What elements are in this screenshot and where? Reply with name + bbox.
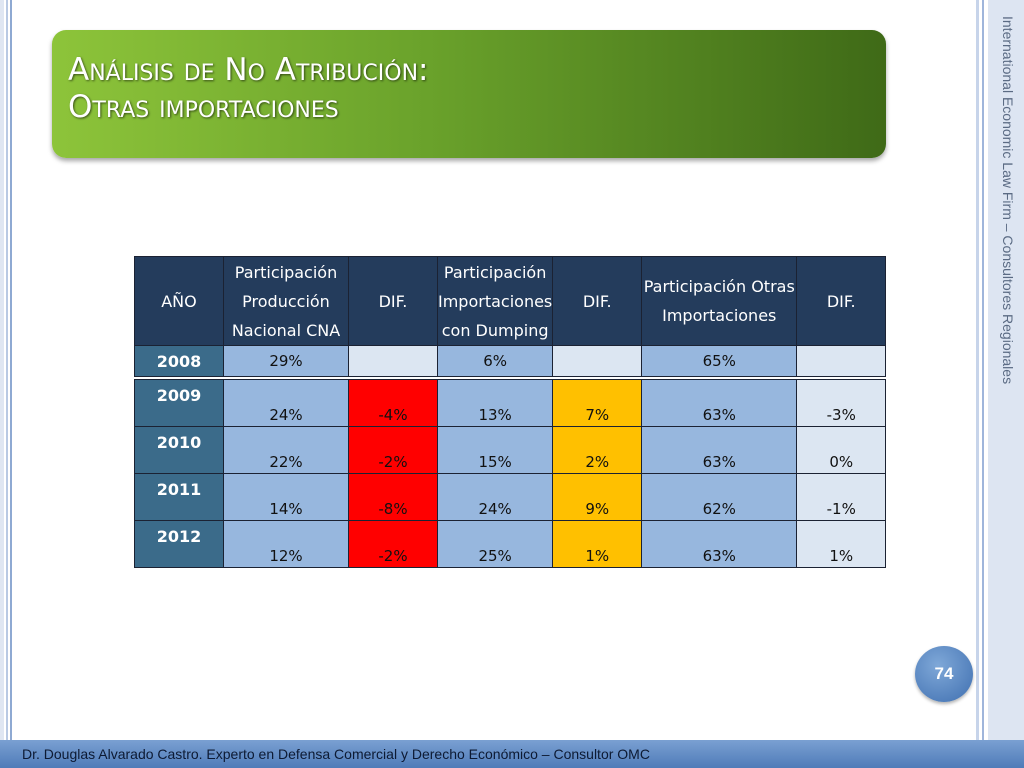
slide-title-line2: Otras importaciones — [68, 89, 339, 125]
otras-cell: 62% — [641, 473, 798, 521]
dumping-cell: 24% — [436, 473, 554, 521]
dumping-cell: 25% — [436, 520, 554, 568]
dif1-cell: -2% — [348, 520, 438, 568]
side-firm-name: International Economic Law Firm – Consul… — [1000, 16, 1016, 385]
header-otras: Participación Otras Importaciones — [641, 256, 798, 346]
otras-cell: 63% — [641, 426, 798, 474]
dif3-cell: -3% — [796, 379, 887, 427]
header-cna: Participación Producción Nacional CNA — [223, 256, 349, 346]
year-cell: 2010 — [134, 426, 224, 474]
table-row: 2010 22% -2% 15% 2% 63% 0% — [134, 426, 887, 474]
dif1-cell: -4% — [348, 379, 438, 427]
dumping-cell: 13% — [436, 379, 554, 427]
table-row: 2009 24% -4% 13% 7% 63% -3% — [134, 379, 887, 427]
footer-text: Dr. Douglas Alvarado Castro. Experto en … — [22, 746, 650, 762]
dif1-cell: -8% — [348, 473, 438, 521]
year-cell: 2008 — [134, 345, 224, 377]
title-banner — [52, 30, 886, 158]
dif3-cell — [796, 345, 887, 377]
dif2-cell: 9% — [552, 473, 643, 521]
cna-cell: 22% — [223, 426, 349, 474]
header-dif3: DIF. — [796, 256, 887, 346]
header-dif2: DIF. — [552, 256, 643, 346]
dif1-cell — [348, 345, 438, 377]
right-decorative-border — [976, 0, 1024, 740]
cna-cell: 14% — [223, 473, 349, 521]
participation-table: AÑO Participación Producción Nacional CN… — [134, 256, 887, 568]
table-row: 2011 14% -8% 24% 9% 62% -1% — [134, 473, 887, 521]
dif3-cell: 1% — [796, 520, 887, 568]
dif3-cell: 0% — [796, 426, 887, 474]
dif2-cell — [552, 345, 643, 377]
table-header-row: AÑO Participación Producción Nacional CN… — [134, 256, 887, 346]
dumping-cell: 15% — [436, 426, 554, 474]
otras-cell: 65% — [641, 345, 798, 377]
table-row: 2008 29% 6% 65% — [134, 345, 887, 377]
footer-bar: Dr. Douglas Alvarado Castro. Experto en … — [0, 740, 1024, 768]
slide-title: Análisis de No Atribución: Otras importa… — [68, 52, 428, 126]
dif2-cell: 7% — [552, 379, 643, 427]
header-dumping: Participación Importaciones con Dumping — [436, 256, 554, 346]
left-decorative-border — [0, 0, 14, 740]
dumping-cell: 6% — [436, 345, 554, 377]
header-dif1: DIF. — [348, 256, 438, 346]
slide-title-line1: Análisis de No Atribución: — [68, 52, 429, 88]
cna-cell: 29% — [223, 345, 349, 377]
dif2-cell: 1% — [552, 520, 643, 568]
dif3-cell: -1% — [796, 473, 887, 521]
year-cell: 2012 — [134, 520, 224, 568]
dif1-cell: -2% — [348, 426, 438, 474]
dif2-cell: 2% — [552, 426, 643, 474]
year-cell: 2009 — [134, 379, 224, 427]
cna-cell: 24% — [223, 379, 349, 427]
year-cell: 2011 — [134, 473, 224, 521]
page-number-badge: 74 — [915, 646, 973, 702]
table-row: 2012 12% -2% 25% 1% 63% 1% — [134, 520, 887, 568]
cna-cell: 12% — [223, 520, 349, 568]
otras-cell: 63% — [641, 520, 798, 568]
header-year: AÑO — [134, 256, 224, 346]
otras-cell: 63% — [641, 379, 798, 427]
